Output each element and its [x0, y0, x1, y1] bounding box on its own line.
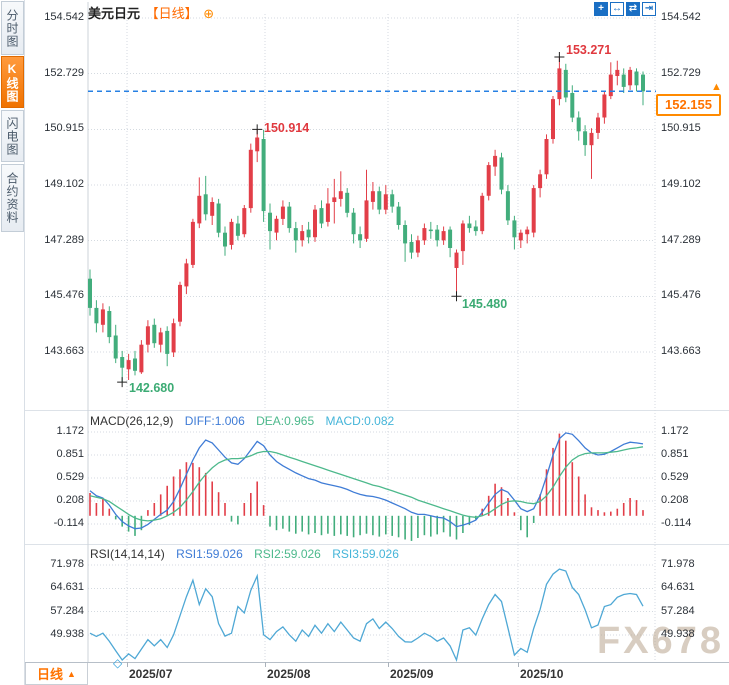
- month-label: 2025/10: [520, 667, 564, 681]
- month-tick: [127, 662, 128, 667]
- time-axis-bar: 日线 ▲ ◇ 2025/07 2025/08 2025/09 2025/10: [25, 656, 729, 685]
- macd-axis-tick: 0.529: [56, 471, 84, 483]
- price-axis-tick: 149.102: [44, 178, 84, 190]
- macd-dea-value: DEA:0.965: [256, 414, 315, 428]
- period-selector-button[interactable]: 日线 ▲: [25, 663, 88, 685]
- sidebar-tab-flash-chart[interactable]: 闪电图: [1, 110, 24, 162]
- rsi-header: RSI(14,14,14) RSI1:59.026 RSI2:59.026 RS…: [90, 547, 399, 561]
- rsi-axis-tick: 57.284: [661, 604, 695, 617]
- month-label: 2025/09: [390, 667, 434, 681]
- chart-toolbar: + ↔ ⇄ ⇥: [594, 2, 656, 16]
- price-axis-tick: 145.476: [44, 289, 84, 302]
- price-axis-tick: 147.289: [661, 233, 701, 246]
- macd-macd-value: MACD:0.082: [325, 414, 395, 428]
- rsi-axis-tick: 64.631: [50, 581, 84, 594]
- period-label: 日线: [37, 667, 64, 682]
- rsi3-value: RSI3:59.026: [332, 547, 399, 561]
- zoom-expand-icon[interactable]: ↔: [610, 2, 624, 16]
- zoom-compress-icon[interactable]: ⇄: [626, 2, 640, 16]
- month-label: 2025/08: [267, 667, 311, 681]
- rsi-axis-tick: 64.631: [661, 581, 695, 594]
- annotation-low-price: 142.680: [129, 381, 175, 395]
- macd-params-label: MACD(26,12,9): [90, 414, 174, 428]
- annotation-swing-low-price: 145.480: [462, 297, 508, 311]
- macd-axis-tick: 0.851: [661, 447, 689, 460]
- chart-title: 美元日元 【日线】 ⊕: [88, 3, 214, 22]
- price-up-arrow-icon: ▲: [711, 81, 722, 93]
- price-axis-tick: 152.729: [44, 66, 84, 79]
- price-axis-tick: 150.915: [44, 122, 84, 135]
- month-tick: [518, 662, 519, 667]
- period-up-arrow-icon: ▲: [67, 668, 76, 679]
- period-tag: 【日线】: [145, 6, 198, 21]
- price-axis-tick: 154.542: [661, 11, 701, 23]
- sidebar-tab-kline-chart[interactable]: K线图: [1, 56, 24, 108]
- price-axis-tick: 154.542: [44, 11, 84, 23]
- rsi1-value: RSI1:59.026: [176, 547, 243, 561]
- price-axis-tick: 145.476: [661, 289, 701, 302]
- price-axis-tick: 147.289: [44, 233, 84, 246]
- rsi-axis-tick: 71.978: [50, 558, 84, 570]
- price-axis-tick: 149.102: [661, 178, 701, 190]
- annotation-swing-high-price: 150.914: [264, 121, 310, 135]
- sidebar-tab-time-chart[interactable]: 分时图: [1, 1, 24, 55]
- rsi-axis-tick: 71.978: [661, 558, 695, 570]
- month-tick: [265, 662, 266, 667]
- macd-axis-tick: 1.172: [661, 425, 689, 437]
- macd-axis-tick: -0.114: [53, 517, 84, 529]
- price-chart-svg[interactable]: [0, 0, 729, 663]
- rsi-axis-tick: 49.938: [661, 628, 695, 640]
- sidebar-tab-contract-info[interactable]: 合约资料: [1, 164, 24, 232]
- macd-axis-tick: -0.114: [661, 517, 692, 529]
- month-label: 2025/07: [129, 667, 173, 681]
- macd-axis-tick: 1.172: [56, 425, 84, 437]
- macd-axis-tick: 0.529: [661, 471, 689, 483]
- month-tick: [388, 662, 389, 667]
- axis-scroll-handle-icon[interactable]: ◇: [113, 656, 123, 670]
- circle-plus-icon[interactable]: ⊕: [203, 6, 215, 21]
- annotation-high-price: 153.271: [566, 43, 612, 57]
- macd-diff-value: DIFF:1.006: [184, 414, 245, 428]
- price-axis-tick: 143.663: [661, 345, 701, 357]
- rsi-params-label: RSI(14,14,14): [90, 547, 165, 561]
- price-axis-tick: 150.915: [661, 122, 701, 135]
- price-axis-tick: 143.663: [44, 345, 84, 357]
- macd-axis-tick: 0.208: [56, 493, 84, 506]
- macd-header: MACD(26,12,9) DIFF:1.006 DEA:0.965 MACD:…: [90, 414, 394, 428]
- price-axis-tick: 152.729: [661, 66, 701, 79]
- symbol-name: 美元日元: [88, 6, 141, 21]
- pan-icon[interactable]: +: [594, 2, 608, 16]
- macd-axis-tick: 0.851: [56, 447, 84, 460]
- fx678-watermark: FX678: [597, 620, 724, 662]
- chart-type-sidebar: 分时图 K线图 闪电图 合约资料: [0, 0, 25, 685]
- candlestick-chart-area[interactable]: [0, 0, 729, 663]
- rsi-axis-tick: 49.938: [50, 628, 84, 640]
- current-price-tag: 152.155: [656, 94, 721, 116]
- rsi2-value: RSI2:59.026: [254, 547, 321, 561]
- macd-axis-tick: 0.208: [661, 493, 689, 506]
- rsi-axis-tick: 57.284: [50, 604, 84, 617]
- go-to-latest-icon[interactable]: ⇥: [642, 2, 656, 16]
